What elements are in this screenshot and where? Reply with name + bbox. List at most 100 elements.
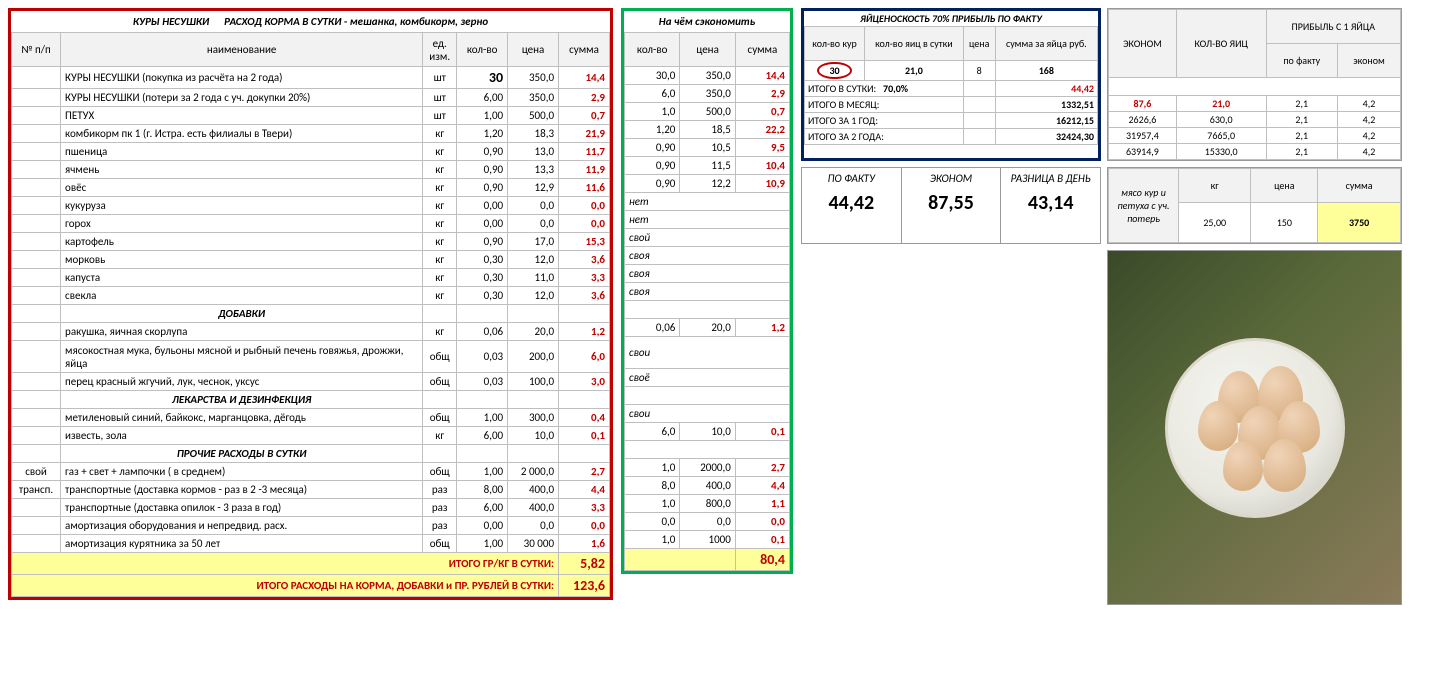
econ-price: 0,0: [680, 513, 735, 531]
row-unit: кг: [423, 233, 457, 251]
row-name: транспортные (доставка опилок - 3 раза в…: [61, 499, 423, 517]
econ-qty: 0,90: [625, 157, 680, 175]
econ-text: своя: [625, 247, 790, 265]
p-c: 2,1: [1266, 96, 1337, 112]
row-unit: кг: [423, 287, 457, 305]
row-price: 0,0: [508, 517, 559, 535]
meat-v2: 150: [1251, 203, 1318, 243]
econ-qty: 0,0: [625, 513, 680, 531]
row-price: 0,0: [508, 197, 559, 215]
econ-text: своё: [625, 369, 790, 387]
econ-price: 20,0: [680, 319, 735, 337]
p-d: 4,2: [1337, 128, 1400, 144]
row-price: 350,0: [508, 67, 559, 89]
row-name: капуста: [61, 269, 423, 287]
row-name: картофель: [61, 233, 423, 251]
row-qty: 1,00: [457, 409, 508, 427]
econ-sum: 0,1: [735, 531, 789, 549]
row-qty: 8,00: [457, 481, 508, 499]
p-h2: КОЛ-ВО ЯИЦ: [1176, 10, 1266, 78]
row-side: трансп.: [12, 481, 61, 499]
meat-v1: 25,00: [1179, 203, 1251, 243]
econ-price: 10,5: [680, 139, 735, 157]
meat-h3: сумма: [1318, 169, 1401, 203]
row-sum: 15,3: [559, 233, 610, 251]
econ-qty: 0,90: [625, 139, 680, 157]
row-unit: кг: [423, 251, 457, 269]
footer-rub-val: 123,6: [559, 575, 610, 597]
row-unit: общ: [423, 341, 457, 373]
col-qty: кол-во: [457, 33, 508, 67]
econ-price: 400,0: [680, 477, 735, 495]
section-header: ДОБАВКИ: [61, 305, 423, 323]
row-side: [12, 215, 61, 233]
row-name: мясокостная мука, бульоны мясной и рыбны…: [61, 341, 423, 373]
footer-kg-val: 5,82: [559, 553, 610, 575]
row-name: пшеница: [61, 143, 423, 161]
row-sum: 0,7: [559, 107, 610, 125]
econ-sum: 0,0: [735, 513, 789, 531]
econ-text: своя: [625, 265, 790, 283]
row-name: амортизация курятника за 50 лет: [61, 535, 423, 553]
row-price: 10,0: [508, 427, 559, 445]
col-name: наименование: [61, 33, 423, 67]
col-sum: сумма: [559, 33, 610, 67]
col-npp: № п/п: [12, 33, 61, 67]
row-price: 17,0: [508, 233, 559, 251]
row-name: горох: [61, 215, 423, 233]
p-a: 87,6: [1109, 96, 1177, 112]
footer-rub-label: ИТОГО РАСХОДЫ НА КОРМА, ДОБАВКИ и ПР. РУ…: [12, 575, 559, 597]
econ-price: 500,0: [680, 103, 735, 121]
blue-eggs: 21,0: [865, 61, 964, 81]
blue-h-eggs: кол-во яиц в сутки: [865, 27, 964, 61]
row-sum: 6,0: [559, 341, 610, 373]
row-qty: 0,00: [457, 215, 508, 233]
row-name: морковь: [61, 251, 423, 269]
row-qty: 0,30: [457, 251, 508, 269]
row-side: [12, 233, 61, 251]
econ-sum: 1,2: [735, 319, 789, 337]
meat-h1: кг: [1179, 169, 1251, 203]
econ-text: свои: [625, 337, 790, 369]
row-sum: 3,0: [559, 373, 610, 391]
row-side: [12, 323, 61, 341]
row-qty: 0,03: [457, 341, 508, 373]
blue-row-label: ИТОГО В МЕСЯЦ:: [805, 97, 964, 113]
row-qty: 0,00: [457, 197, 508, 215]
econ-sum: 10,4: [735, 157, 789, 175]
row-qty: 1,00: [457, 463, 508, 481]
p-sub2: эконом: [1337, 44, 1400, 78]
row-name: кукуруза: [61, 197, 423, 215]
p-d: 4,2: [1337, 112, 1400, 128]
row-sum: 14,4: [559, 67, 610, 89]
econ-sum: 2,9: [735, 85, 789, 103]
row-unit: кг: [423, 179, 457, 197]
meat-h2: цена: [1251, 169, 1318, 203]
econ-text: свой: [625, 229, 790, 247]
row-name: газ + свет + лампочки ( в среднем): [61, 463, 423, 481]
row-side: [12, 125, 61, 143]
row-side: [12, 197, 61, 215]
row-price: 0,0: [508, 215, 559, 233]
row-unit: шт: [423, 107, 457, 125]
layout-container: КУРЫ НЕСУШКИ РАСХОД КОРМА В СУТКИ - меша…: [8, 8, 1427, 605]
econ-title: На чём сэкономить: [625, 11, 790, 33]
row-side: [12, 535, 61, 553]
row-price: 11,0: [508, 269, 559, 287]
row-sum: 3,6: [559, 287, 610, 305]
econ-text: нет: [625, 193, 790, 211]
row-sum: 0,4: [559, 409, 610, 427]
row-unit: раз: [423, 517, 457, 535]
row-qty: 6,00: [457, 499, 508, 517]
blue-row-val: 16212,15: [995, 113, 1097, 129]
row-name: известь, зола: [61, 427, 423, 445]
row-unit: общ: [423, 373, 457, 391]
econ-price: 12,2: [680, 175, 735, 193]
row-qty: 0,03: [457, 373, 508, 391]
row-qty: 6,00: [457, 89, 508, 107]
p-h3: ПРИБЫЛЬ С 1 ЯЙЦА: [1266, 10, 1400, 44]
p-c: 2,1: [1266, 128, 1337, 144]
main-title: КУРЫ НЕСУШКИ РАСХОД КОРМА В СУТКИ - меша…: [12, 11, 610, 33]
p-b: 7665,0: [1176, 128, 1266, 144]
row-side: [12, 251, 61, 269]
